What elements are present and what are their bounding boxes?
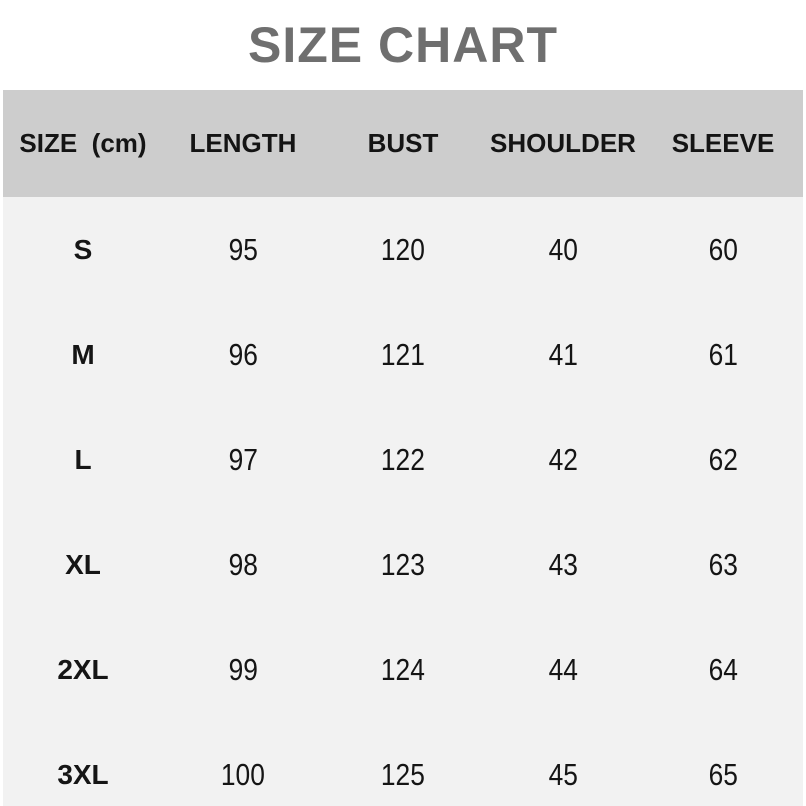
size-label: M xyxy=(71,338,95,370)
shoulder-value: 40 xyxy=(548,231,578,267)
table-row: L 97 122 42 62 xyxy=(3,407,803,512)
bust-value: 121 xyxy=(381,336,425,372)
table-row: S 95 120 40 60 xyxy=(3,197,803,302)
shoulder-value: 45 xyxy=(548,756,578,792)
table-body: S 95 120 40 60 M 96 121 41 61 L 97 122 4… xyxy=(3,197,803,806)
size-label: XL xyxy=(65,548,101,580)
bust-value: 122 xyxy=(381,441,425,477)
column-header-shoulder: SHOULDER xyxy=(490,128,636,158)
sleeve-value: 63 xyxy=(708,546,738,582)
shoulder-value: 42 xyxy=(548,441,578,477)
length-value: 96 xyxy=(228,336,258,372)
column-header-bust: BUST xyxy=(367,128,439,158)
length-value: 95 xyxy=(228,231,258,267)
sleeve-value: 61 xyxy=(708,336,738,372)
length-value: 98 xyxy=(228,546,258,582)
shoulder-value: 43 xyxy=(548,546,578,582)
page-title: SIZE CHART xyxy=(248,17,558,73)
bust-value: 123 xyxy=(381,546,425,582)
sleeve-value: 64 xyxy=(708,651,738,687)
bust-value: 125 xyxy=(381,756,425,792)
size-label: 2XL xyxy=(57,653,109,685)
length-value: 99 xyxy=(228,651,258,687)
column-header-length: LENGTH xyxy=(189,128,297,158)
sleeve-value: 62 xyxy=(708,441,738,477)
column-header-size: SIZE (cm) xyxy=(19,128,147,158)
length-value: 97 xyxy=(228,441,258,477)
bust-value: 120 xyxy=(381,231,425,267)
sleeve-value: 65 xyxy=(708,756,738,792)
size-label: 3XL xyxy=(57,758,109,790)
size-label: S xyxy=(73,233,93,265)
title-bar: SIZE CHART xyxy=(0,0,806,90)
table-row: 3XL 100 125 45 65 xyxy=(3,722,803,806)
column-header-sleeve: SLEEVE xyxy=(671,128,775,158)
table-header-row: SIZE (cm) LENGTH BUST SHOULDER SLEEVE xyxy=(3,90,803,197)
sleeve-value: 60 xyxy=(708,231,738,267)
size-table: SIZE (cm) LENGTH BUST SHOULDER SLEEVE S … xyxy=(3,90,803,806)
shoulder-value: 44 xyxy=(548,651,578,687)
table-row: XL 98 123 43 63 xyxy=(3,512,803,617)
bust-value: 124 xyxy=(381,651,425,687)
table-row: 2XL 99 124 44 64 xyxy=(3,617,803,722)
table-row: M 96 121 41 61 xyxy=(3,302,803,407)
length-value: 100 xyxy=(221,756,265,792)
shoulder-value: 41 xyxy=(548,336,578,372)
size-label: L xyxy=(74,443,92,475)
